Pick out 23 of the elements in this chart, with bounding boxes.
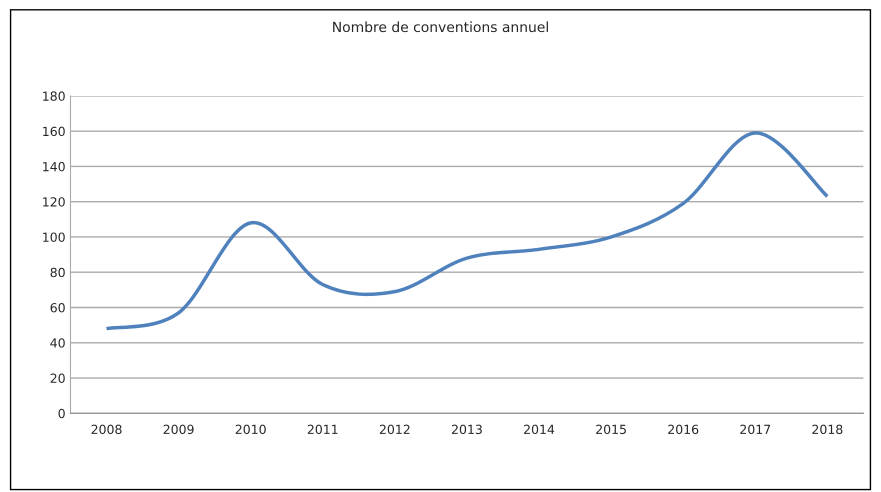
x-tick-label: 2012 bbox=[380, 424, 410, 434]
y-tick-label: 160 bbox=[43, 126, 65, 136]
x-tick-label: 2008 bbox=[92, 424, 122, 434]
x-tick-label: 2011 bbox=[308, 424, 338, 434]
x-tick-label: 2015 bbox=[596, 424, 626, 434]
y-tick-label: 100 bbox=[43, 232, 65, 242]
x-tick-label: 2018 bbox=[812, 424, 842, 434]
x-tick-label: 2010 bbox=[236, 424, 266, 434]
x-tick-label: 2009 bbox=[164, 424, 194, 434]
y-tick-label: 180 bbox=[43, 91, 65, 101]
y-tick-label: 60 bbox=[50, 302, 65, 312]
y-tick-label: 40 bbox=[50, 338, 65, 348]
chart-title: Nombre de conventions annuel bbox=[333, 21, 548, 32]
y-tick-label: 20 bbox=[50, 373, 65, 383]
y-tick-label: 120 bbox=[43, 197, 65, 207]
x-tick-label: 2014 bbox=[524, 424, 554, 434]
y-tick-label: 80 bbox=[50, 268, 65, 278]
y-tick-label: 0 bbox=[58, 408, 65, 418]
x-tick-label: 2017 bbox=[740, 424, 770, 434]
line-series bbox=[104, 131, 830, 330]
x-tick-label: 2016 bbox=[668, 424, 698, 434]
y-tick-label: 140 bbox=[43, 162, 65, 172]
x-tick-label: 2013 bbox=[452, 424, 482, 434]
